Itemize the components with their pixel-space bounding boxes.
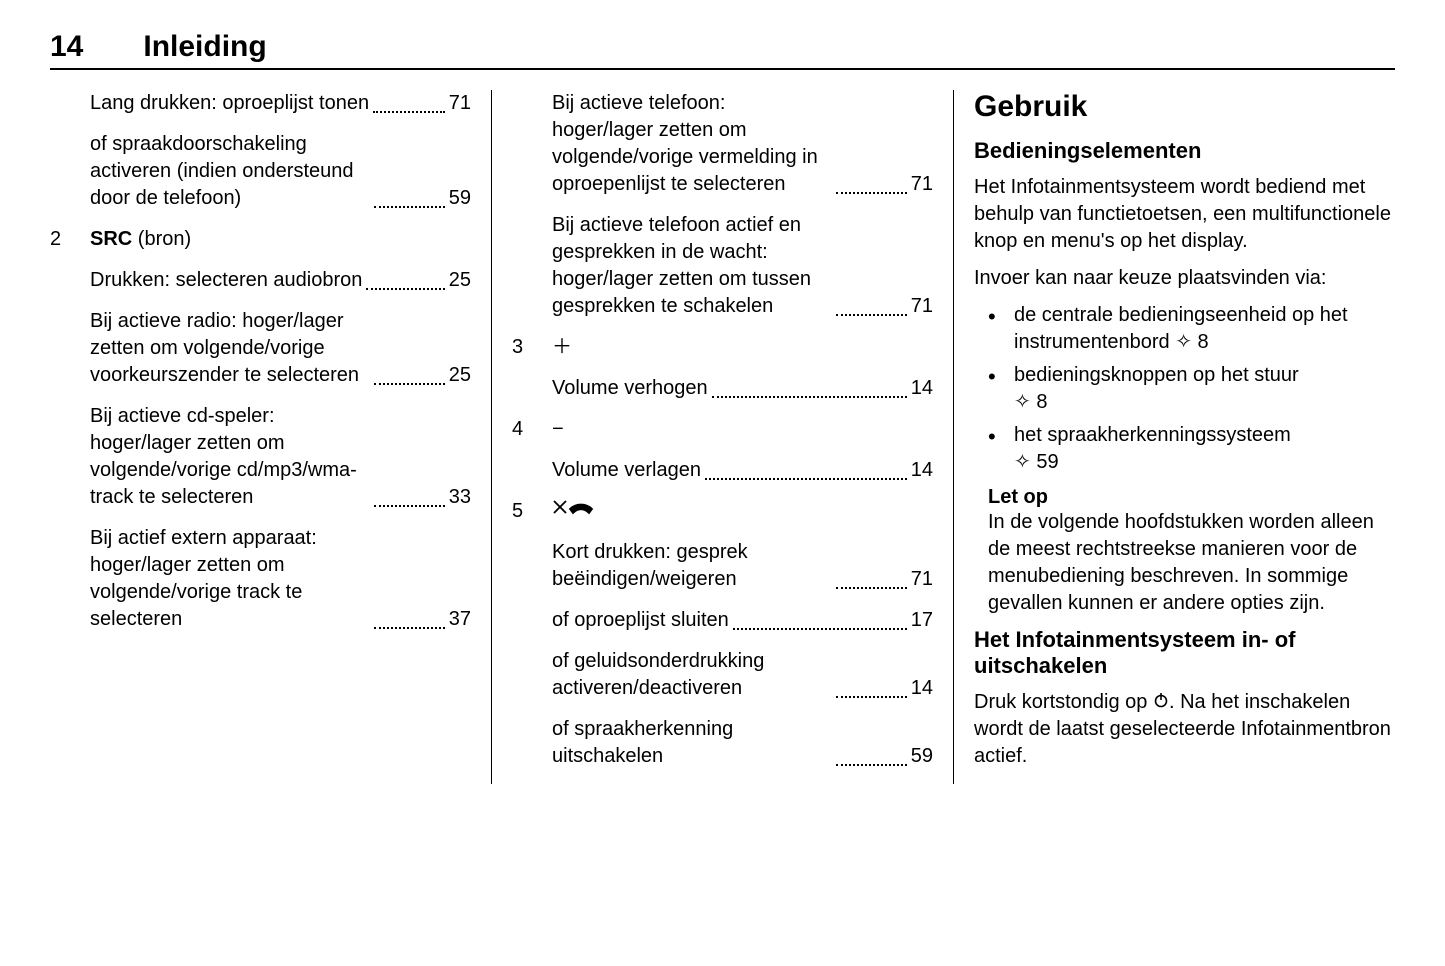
toc-leader bbox=[374, 627, 445, 629]
toc-entry-numbered: 3 ＋ bbox=[512, 334, 933, 361]
ref-arrow-icon: ✧ bbox=[1014, 391, 1036, 413]
column-1: Lang drukken: oproeplijst tonen 71 of sp… bbox=[50, 90, 492, 784]
para-text: Druk kortstondig op bbox=[974, 691, 1153, 713]
toc-page: 14 bbox=[911, 375, 933, 402]
toc-leader bbox=[836, 192, 907, 194]
toc-text: Drukken: selecteren audiobron bbox=[90, 267, 362, 294]
toc-entry: Bij actieve cd-speler: hoger/lager zette… bbox=[50, 403, 471, 511]
ref-page: 8 bbox=[1036, 391, 1047, 413]
toc-text: Lang drukken: oproeplijst tonen bbox=[90, 90, 369, 117]
toc-page: 59 bbox=[449, 185, 471, 212]
toc-entry-numbered: 5 bbox=[512, 498, 933, 525]
page-title: Inleiding bbox=[143, 30, 266, 64]
toc-entry-numbered: 2 SRC (bron) bbox=[50, 226, 471, 253]
toc-leader bbox=[836, 587, 907, 589]
toc-text: Bij actieve telefoon: hoger/lager zetten… bbox=[552, 90, 832, 198]
toc-page: 25 bbox=[449, 362, 471, 389]
toc-leader bbox=[836, 314, 907, 316]
toc-page: 17 bbox=[911, 607, 933, 634]
toc-symbol: − bbox=[552, 416, 564, 443]
toc-entry: of geluidsonderdrukking activeren/deacti… bbox=[512, 648, 933, 702]
toc-text: Bij actieve cd-speler: hoger/lager zette… bbox=[90, 403, 370, 511]
toc-label-suffix: (bron) bbox=[132, 228, 191, 250]
toc-entry: Kort drukken: gesprek beëindigen/weigere… bbox=[512, 539, 933, 593]
toc-text: of geluidsonderdrukking activeren/deacti… bbox=[552, 648, 832, 702]
toc-entry: of spraakherkenning uitschakelen 59 bbox=[512, 716, 933, 770]
toc-text: of spraakdoorschakeling activeren (indie… bbox=[90, 131, 370, 212]
toc-page: 71 bbox=[449, 90, 471, 117]
note-heading: Let op bbox=[988, 486, 1395, 509]
toc-entry-numbered: 4 − bbox=[512, 416, 933, 443]
sub-heading: Het Infotainmentsysteem in- of uitschake… bbox=[974, 627, 1395, 679]
toc-text: Bij actieve radio: hoger/lager zetten om… bbox=[90, 308, 370, 389]
toc-entry: Drukken: selecteren audiobron 25 bbox=[50, 267, 471, 294]
toc-entry: Bij actieve telefoon: hoger/lager zetten… bbox=[512, 90, 933, 198]
toc-page: 71 bbox=[911, 293, 933, 320]
bullet-item: het spraakherkenningssysteem ✧ 59 bbox=[974, 422, 1395, 476]
toc-text: of oproeplijst sluiten bbox=[552, 607, 729, 634]
toc-page: 14 bbox=[911, 675, 933, 702]
toc-page: 33 bbox=[449, 484, 471, 511]
toc-number: 3 bbox=[512, 334, 552, 361]
body-text: Druk kortstondig op . Na het inschakelen… bbox=[974, 689, 1395, 770]
content-columns: Lang drukken: oproeplijst tonen 71 of sp… bbox=[50, 90, 1395, 784]
toc-entry: of oproeplijst sluiten 17 bbox=[512, 607, 933, 634]
toc-text: of spraakherkenning uitschakelen bbox=[552, 716, 832, 770]
toc-leader bbox=[705, 478, 907, 480]
toc-text: Bij actief extern apparaat: hoger/lager … bbox=[90, 525, 370, 633]
toc-leader bbox=[374, 383, 445, 385]
toc-text: Kort drukken: gesprek beëindigen/weigere… bbox=[552, 539, 832, 593]
column-2: Bij actieve telefoon: hoger/lager zetten… bbox=[492, 90, 954, 784]
hangup-icon bbox=[552, 498, 594, 525]
toc-leader bbox=[366, 288, 444, 290]
toc-number: 5 bbox=[512, 498, 552, 525]
power-icon bbox=[1153, 689, 1169, 716]
toc-entry: Bij actieve radio: hoger/lager zetten om… bbox=[50, 308, 471, 389]
toc-text: Bij actieve telefoon actief en gesprekke… bbox=[552, 212, 832, 320]
ref-arrow-icon: ✧ bbox=[1014, 451, 1036, 473]
toc-number: 4 bbox=[512, 416, 552, 443]
ref-page: 8 bbox=[1198, 331, 1209, 353]
toc-leader bbox=[836, 696, 907, 698]
toc-page: 37 bbox=[449, 606, 471, 633]
body-text: Invoer kan naar keuze plaatsvinden via: bbox=[974, 265, 1395, 292]
toc-leader bbox=[836, 764, 907, 766]
toc-leader bbox=[374, 206, 445, 208]
bullet-list: de centrale bedieningseenheid op het ins… bbox=[974, 302, 1395, 476]
toc-entry: of spraakdoorschakeling activeren (indie… bbox=[50, 131, 471, 212]
toc-symbol: ＋ bbox=[552, 334, 572, 361]
toc-page: 71 bbox=[911, 566, 933, 593]
note-body: In de volgende hoofdstukken worden allee… bbox=[988, 509, 1395, 617]
toc-entry: Volume verlagen 14 bbox=[512, 457, 933, 484]
body-text: Het Infotainmentsysteem wordt bediend me… bbox=[974, 174, 1395, 255]
column-3: Gebruik Bedieningselementen Het Infotain… bbox=[954, 90, 1395, 784]
toc-leader bbox=[374, 505, 445, 507]
toc-label: SRC (bron) bbox=[90, 226, 191, 253]
toc-page: 71 bbox=[911, 171, 933, 198]
sub-heading: Bedieningselementen bbox=[974, 138, 1395, 164]
page-number: 14 bbox=[50, 30, 83, 64]
toc-entry: Bij actief extern apparaat: hoger/lager … bbox=[50, 525, 471, 633]
bullet-item: bedieningsknoppen op het stuur ✧ 8 bbox=[974, 362, 1395, 416]
bullet-item: de centrale bedieningseenheid op het ins… bbox=[974, 302, 1395, 356]
ref-arrow-icon: ✧ bbox=[1175, 331, 1197, 353]
ref-page: 59 bbox=[1036, 451, 1058, 473]
toc-text: Volume verlagen bbox=[552, 457, 701, 484]
toc-entry: Volume verhogen 14 bbox=[512, 375, 933, 402]
toc-leader bbox=[712, 396, 907, 398]
toc-page: 14 bbox=[911, 457, 933, 484]
toc-leader bbox=[373, 111, 445, 113]
toc-entry: Lang drukken: oproeplijst tonen 71 bbox=[50, 90, 471, 117]
toc-text: Volume verhogen bbox=[552, 375, 708, 402]
toc-page: 25 bbox=[449, 267, 471, 294]
toc-number: 2 bbox=[50, 226, 90, 253]
page-header: 14 Inleiding bbox=[50, 30, 1395, 70]
toc-label-bold: SRC bbox=[90, 228, 132, 250]
bullet-text: het spraakherkenningssysteem bbox=[1014, 424, 1291, 446]
toc-leader bbox=[733, 628, 907, 630]
section-heading: Gebruik bbox=[974, 90, 1395, 124]
toc-entry: Bij actieve telefoon actief en gesprekke… bbox=[512, 212, 933, 320]
bullet-text: bedieningsknoppen op het stuur bbox=[1014, 364, 1299, 386]
toc-page: 59 bbox=[911, 743, 933, 770]
